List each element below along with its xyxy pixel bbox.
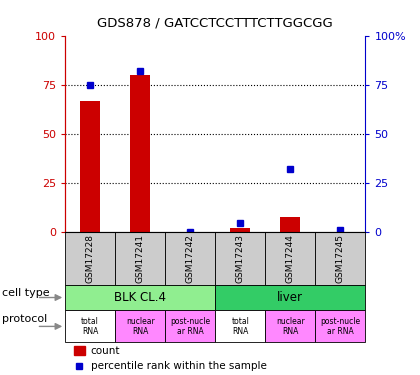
Bar bbox=[65, 310, 115, 342]
Bar bbox=[215, 232, 265, 285]
Bar bbox=[315, 310, 365, 342]
Text: GSM17245: GSM17245 bbox=[336, 234, 345, 283]
Bar bbox=[280, 217, 300, 232]
Bar bbox=[215, 285, 365, 310]
Bar bbox=[215, 310, 265, 342]
Bar bbox=[165, 232, 215, 285]
Text: count: count bbox=[91, 346, 120, 355]
Bar bbox=[80, 100, 100, 232]
Text: GSM17242: GSM17242 bbox=[186, 234, 195, 283]
Text: nuclear
RNA: nuclear RNA bbox=[276, 317, 304, 336]
Text: GSM17244: GSM17244 bbox=[286, 234, 295, 283]
Text: GSM17241: GSM17241 bbox=[136, 234, 144, 283]
Bar bbox=[130, 75, 150, 232]
Bar bbox=[165, 310, 215, 342]
Bar bbox=[74, 346, 84, 355]
Bar bbox=[65, 232, 115, 285]
Text: post-nucle
ar RNA: post-nucle ar RNA bbox=[170, 317, 210, 336]
Text: cell type: cell type bbox=[2, 288, 50, 298]
Text: BLK CL.4: BLK CL.4 bbox=[114, 291, 166, 304]
Bar bbox=[265, 310, 315, 342]
Bar bbox=[115, 232, 165, 285]
Bar bbox=[65, 285, 215, 310]
Bar bbox=[115, 310, 165, 342]
Text: GDS878 / GATCCTCCTTTCTTGGCGG: GDS878 / GATCCTCCTTTCTTGGCGG bbox=[97, 17, 333, 30]
Text: GSM17228: GSM17228 bbox=[86, 234, 94, 283]
Bar bbox=[315, 232, 365, 285]
Text: protocol: protocol bbox=[2, 315, 47, 324]
Bar bbox=[265, 232, 315, 285]
Text: post-nucle
ar RNA: post-nucle ar RNA bbox=[320, 317, 360, 336]
Bar bbox=[230, 228, 250, 232]
Text: percentile rank within the sample: percentile rank within the sample bbox=[91, 362, 267, 371]
Text: total
RNA: total RNA bbox=[231, 317, 249, 336]
Text: liver: liver bbox=[277, 291, 303, 304]
Text: GSM17243: GSM17243 bbox=[236, 234, 245, 283]
Text: nuclear
RNA: nuclear RNA bbox=[126, 317, 155, 336]
Text: total
RNA: total RNA bbox=[81, 317, 99, 336]
